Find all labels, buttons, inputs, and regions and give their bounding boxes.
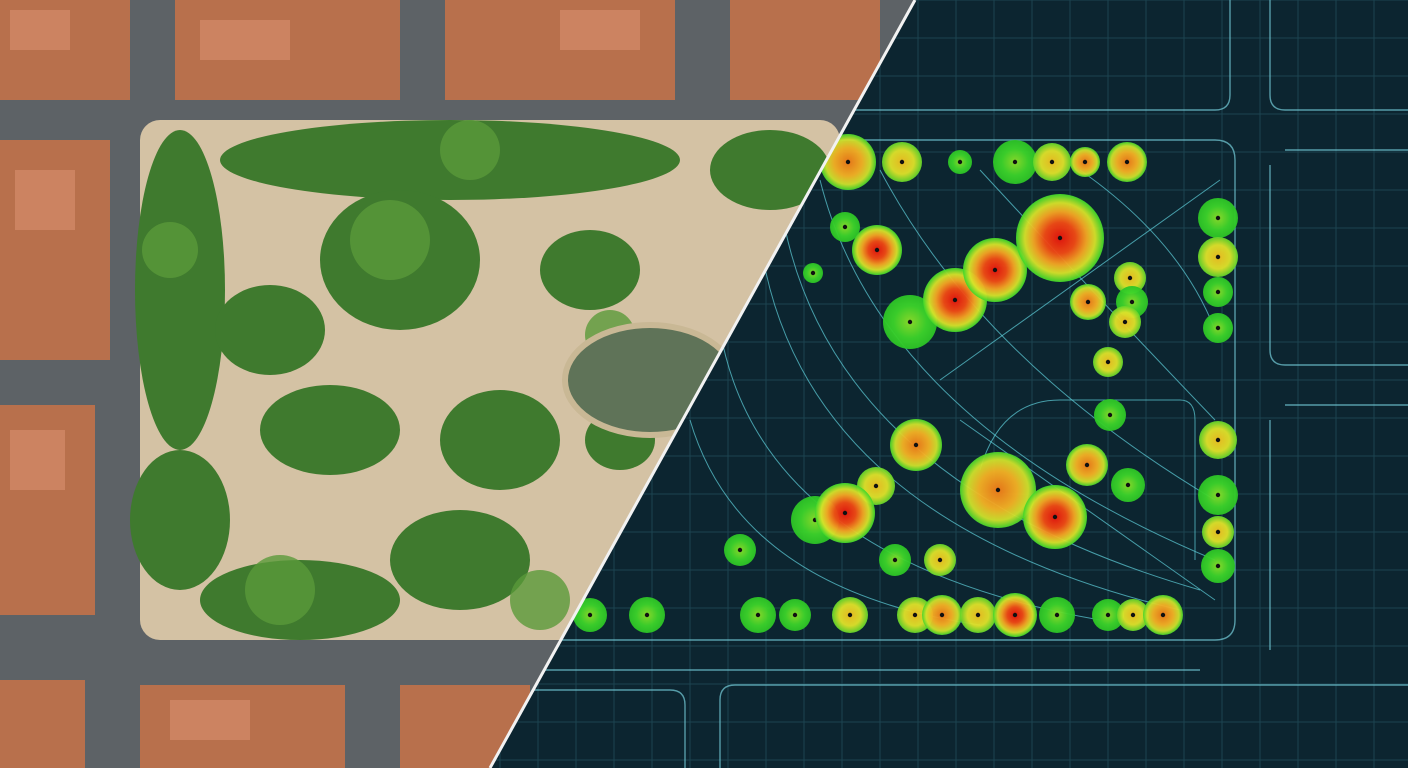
tree-point <box>913 442 919 448</box>
tree-point <box>1215 437 1221 443</box>
tree-point <box>1129 299 1135 305</box>
tree-point <box>847 612 853 618</box>
tree-point <box>1215 289 1221 295</box>
tree-point <box>1215 492 1221 498</box>
tree-point <box>1012 612 1018 618</box>
tree-point <box>874 247 880 253</box>
tree-point <box>1084 462 1090 468</box>
heat-spots <box>573 134 1238 637</box>
tree-point <box>912 612 918 618</box>
tree-highlights <box>142 120 635 630</box>
tree-point <box>1215 215 1221 221</box>
tree-point <box>939 612 945 618</box>
tree-point <box>873 483 879 489</box>
tree-point <box>1107 412 1113 418</box>
roof-highlights <box>10 10 640 740</box>
tree-point <box>937 557 943 563</box>
tree-point <box>1215 325 1221 331</box>
tree-point <box>1052 514 1058 520</box>
tree-point <box>1127 275 1133 281</box>
tree-point <box>842 224 848 230</box>
tree-point <box>992 267 998 273</box>
tree-point <box>1130 612 1136 618</box>
tree-point <box>792 612 798 618</box>
tree-point <box>1054 612 1060 618</box>
tree-point <box>1125 482 1131 488</box>
tree-point <box>1105 612 1111 618</box>
tree-point <box>810 270 816 276</box>
tree-point <box>975 612 981 618</box>
tree-point <box>899 159 905 165</box>
tree-point <box>845 159 851 165</box>
street-outlines <box>520 0 1408 768</box>
tree-point <box>1122 319 1128 325</box>
divider <box>488 0 917 768</box>
tree-point <box>1049 159 1055 165</box>
tree-point <box>737 547 743 553</box>
tree-point <box>842 510 848 516</box>
tree-point <box>1012 159 1018 165</box>
tree-point <box>995 487 1001 493</box>
tree-point <box>755 612 761 618</box>
tree-point <box>1085 299 1091 305</box>
tree-point <box>1215 563 1221 569</box>
tree-point <box>952 297 958 303</box>
tree-point <box>1105 359 1111 365</box>
tree-point <box>1124 159 1130 165</box>
tree-point <box>644 612 650 618</box>
tree-point <box>1057 235 1063 241</box>
tree-point <box>957 159 963 165</box>
tree-point <box>587 612 593 618</box>
tree-point <box>892 557 898 563</box>
tree-point <box>1215 529 1221 535</box>
tree-point <box>1082 159 1088 165</box>
tree-point <box>1160 612 1166 618</box>
tree-point <box>1215 254 1221 260</box>
tree-point <box>907 319 913 325</box>
